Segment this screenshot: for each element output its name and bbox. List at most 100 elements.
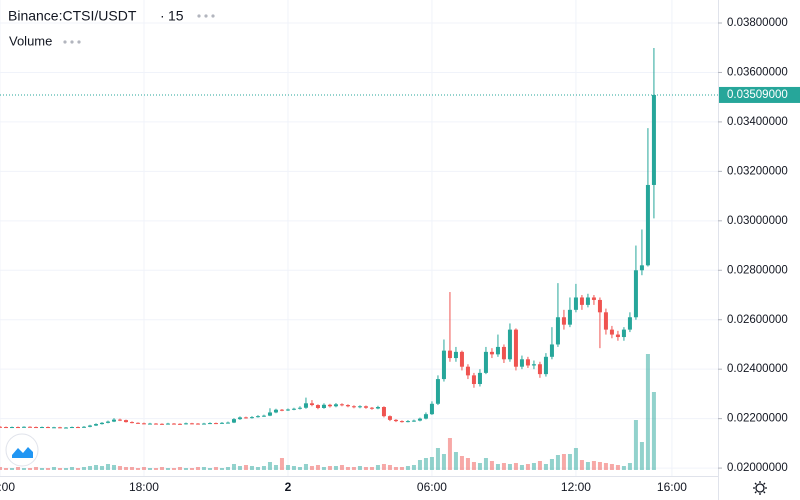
candle-body xyxy=(213,423,218,425)
volume-bar xyxy=(321,467,326,470)
volume-bar xyxy=(63,468,68,470)
volume-bar xyxy=(21,468,26,470)
volume-bar xyxy=(237,466,242,470)
candle-body xyxy=(159,423,164,425)
settings[interactable] xyxy=(753,481,767,495)
volume-bar xyxy=(141,467,146,470)
volume-bar xyxy=(147,468,152,470)
candle-body xyxy=(417,418,422,421)
candle-body xyxy=(561,317,566,325)
candle-body xyxy=(255,416,260,418)
volume-bar xyxy=(201,467,206,470)
volume-bar xyxy=(0,467,2,470)
last-price-label: 0.03509000 xyxy=(727,89,788,101)
candle-body xyxy=(177,423,182,425)
candle-body xyxy=(117,419,122,421)
candle-body xyxy=(129,422,134,424)
candle-body xyxy=(531,364,536,366)
volume-bar xyxy=(519,465,524,470)
volume-bar xyxy=(291,466,296,470)
candle-body xyxy=(549,344,554,357)
volume-bar xyxy=(537,461,542,470)
candle-body xyxy=(375,407,380,409)
y-tick-label: 0.03600000 xyxy=(727,66,788,78)
volume-bar xyxy=(459,456,464,470)
volume-bar xyxy=(39,468,44,470)
candle-body xyxy=(123,420,128,423)
volume-bar xyxy=(621,466,626,470)
volume-bar xyxy=(285,465,290,470)
volume-bar xyxy=(501,463,506,470)
candle-body xyxy=(9,427,14,429)
grid xyxy=(0,0,718,476)
candle-body xyxy=(351,406,356,408)
volume-bar xyxy=(447,438,452,470)
volume-bar xyxy=(195,467,200,470)
volume-bar xyxy=(387,465,392,470)
volume-bar xyxy=(477,463,482,470)
volume-bar xyxy=(597,462,602,470)
volume-bar xyxy=(159,467,164,470)
volume-bar xyxy=(273,465,278,470)
candle-body xyxy=(207,423,212,425)
volume-bar xyxy=(33,467,38,470)
candle-body xyxy=(405,421,410,423)
volume-bar xyxy=(549,459,554,470)
candle-body xyxy=(135,422,140,424)
more-options[interactable] xyxy=(197,14,215,18)
x-tick-label: 16:00 xyxy=(657,480,687,494)
volume-bar xyxy=(105,464,110,470)
candle-body xyxy=(537,364,542,375)
candle-body xyxy=(597,299,602,313)
volume-bar xyxy=(351,467,356,470)
volume-bar xyxy=(183,468,188,470)
axes: 0.02000000 0.02200000 0.02400000 0.02600000… xyxy=(0,17,800,494)
volume-bar xyxy=(471,462,476,470)
candle-body xyxy=(267,412,272,416)
volume-bar xyxy=(255,467,260,470)
volume-bar xyxy=(603,463,608,470)
volume-bar xyxy=(213,467,218,470)
candle-body xyxy=(261,415,266,417)
candle-body xyxy=(513,329,518,367)
volume-bar xyxy=(483,458,488,470)
candle-body xyxy=(555,317,560,345)
candle-body xyxy=(243,417,248,419)
separator: · xyxy=(160,8,165,24)
volume-bar xyxy=(171,468,176,470)
candle-body xyxy=(495,346,500,355)
volume-bar xyxy=(405,466,410,470)
candle-body xyxy=(285,409,290,411)
volume-bar xyxy=(615,465,620,470)
candle-body xyxy=(369,407,374,409)
volume-bar xyxy=(399,467,404,470)
candle-body xyxy=(171,423,176,425)
volume-bar xyxy=(645,354,650,470)
candle-body xyxy=(381,407,386,417)
volume-bar xyxy=(441,454,446,470)
candle-body xyxy=(141,423,146,425)
candle-body xyxy=(111,419,116,422)
last-price-tag xyxy=(719,86,800,103)
y-tick-label: 0.02600000 xyxy=(727,314,788,326)
candle-body xyxy=(435,379,440,404)
volume-options[interactable] xyxy=(63,40,81,44)
candle-body xyxy=(0,426,2,428)
volume-bar xyxy=(573,448,578,470)
volume-bar xyxy=(411,465,416,470)
logo[interactable] xyxy=(5,433,39,467)
x-tick-label: 18:00 xyxy=(129,480,159,494)
volume-bar xyxy=(15,467,20,470)
volume-bar xyxy=(207,468,212,470)
candle-body xyxy=(501,346,506,360)
candle-body xyxy=(423,414,428,419)
volume-bar xyxy=(513,463,518,470)
candle-body xyxy=(627,317,632,330)
volume-bar xyxy=(507,464,512,470)
candle-body xyxy=(51,427,56,429)
candle-body xyxy=(15,427,20,429)
volume-bar xyxy=(129,467,134,470)
candle-body xyxy=(249,417,254,419)
candle-body xyxy=(573,297,578,310)
